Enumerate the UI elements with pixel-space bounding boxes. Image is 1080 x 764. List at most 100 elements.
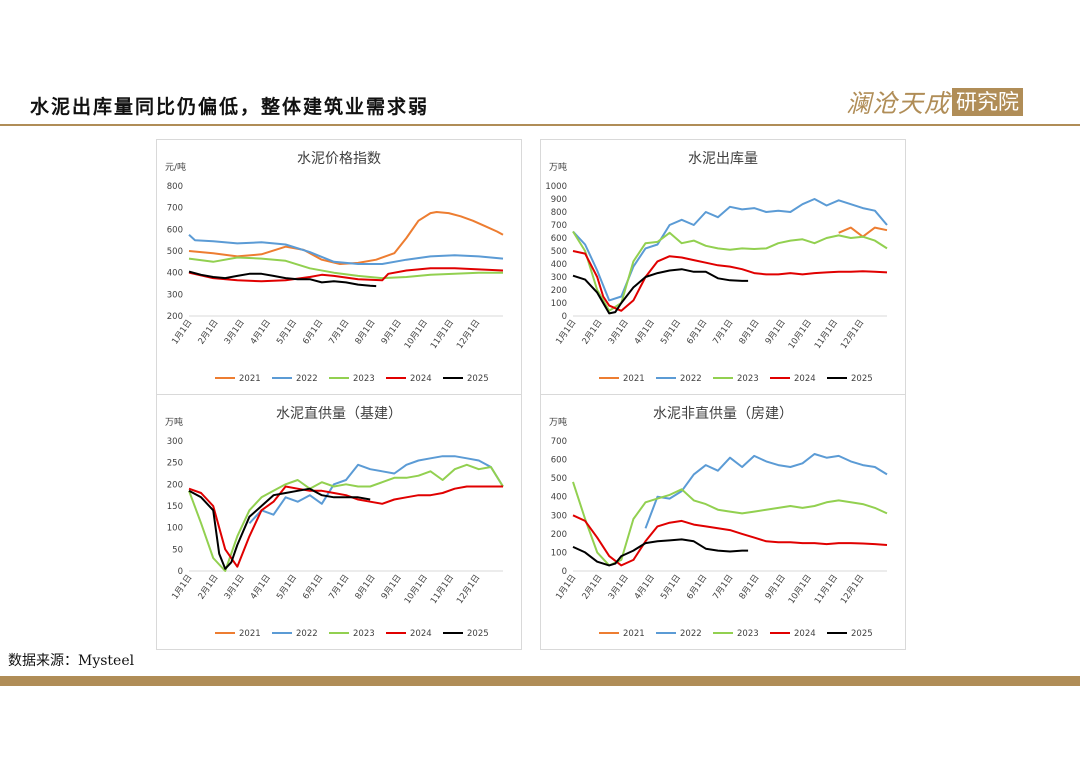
- series-line-2023: [188, 256, 503, 280]
- y-tick-label: 100: [551, 299, 567, 309]
- x-tick-label: 8月1日: [353, 573, 377, 602]
- x-tick-label: 11月1日: [429, 318, 456, 351]
- y-tick-label: 700: [167, 204, 183, 214]
- chart-title: 水泥出库量: [688, 151, 758, 167]
- legend-label: 2021: [623, 374, 645, 384]
- page-title: 水泥出库量同比仍偏低，整体建筑业需求弱: [30, 96, 430, 118]
- legend-label: 2023: [737, 629, 759, 639]
- x-tick-label: 12月1日: [455, 318, 482, 351]
- y-tick-label: 500: [551, 247, 567, 257]
- x-tick-label: 8月1日: [737, 573, 761, 602]
- chart-svg: 0 100 200 300 400 500 600 700 1月1日 2月1日 3月1日 4月1日 5月…: [551, 437, 888, 639]
- y-tick-label: 300: [167, 290, 183, 300]
- legend-label: 2025: [467, 629, 489, 639]
- chart-svg: 0 100 200 300 400 500 600 700 800 900 1000 1月1日 2月1日…: [545, 182, 888, 384]
- y-tick-label: 800: [167, 182, 183, 192]
- x-tick-label: 4月1日: [633, 318, 657, 347]
- series-line-2023: [572, 230, 888, 312]
- x-tick-label: 11月1日: [429, 573, 456, 606]
- series-line-2024: [188, 267, 504, 283]
- series-line-2023: [188, 463, 504, 572]
- y-tick-label: 200: [167, 480, 183, 490]
- series-line-2023: [572, 481, 888, 567]
- y-tick-label: 0: [562, 567, 567, 577]
- x-tick-label: 8月1日: [737, 318, 761, 347]
- x-tick-label: 5月1日: [659, 318, 683, 347]
- y-tick-label: 700: [551, 221, 567, 231]
- y-tick-label: 400: [551, 260, 567, 270]
- x-tick-label: 5月1日: [659, 573, 683, 602]
- y-tick-label: 300: [551, 273, 567, 283]
- series-line-2022: [248, 455, 504, 524]
- series-line-2025: [572, 268, 749, 315]
- y-tick-label: 800: [551, 208, 567, 218]
- x-tick-label: 5月1日: [275, 573, 299, 602]
- y-tick-label: 0: [562, 312, 567, 322]
- logo-box: 研究院: [952, 88, 1024, 116]
- x-tick-label: 10月1日: [787, 573, 814, 606]
- x-tick-label: 7月1日: [327, 318, 351, 347]
- x-tick-label: 1月1日: [170, 573, 194, 602]
- y-tick-label: 50: [172, 545, 183, 555]
- chart-title: 水泥非直供量（房建）: [653, 406, 793, 422]
- legend-label: 2021: [239, 629, 261, 639]
- x-tick-label: 7月1日: [711, 318, 735, 347]
- series-line-2022: [644, 453, 888, 529]
- x-tick-label: 3月1日: [607, 318, 631, 347]
- series-line-2024: [572, 514, 888, 567]
- y-tick-label: 1000: [545, 182, 567, 192]
- x-tick-label: 12月1日: [839, 573, 866, 606]
- chart-svg: 0 50 100 150 200 250 300 1月1日 2月1日 3月1日 4月1日 5月1日 6月…: [167, 437, 504, 639]
- legend-label: 2024: [794, 629, 816, 639]
- y-tick-label: 200: [551, 286, 567, 296]
- x-tick-label: 3月1日: [607, 573, 631, 602]
- chart-panel-nondirect: 0 100 200 300 400 500 600 700 1月1日 2月1日 3月1日 4月1日 5月…: [540, 394, 906, 650]
- x-tick-label: 3月1日: [223, 318, 247, 347]
- x-tick-label: 6月1日: [685, 318, 709, 347]
- series-line-2025: [572, 538, 749, 567]
- series-line-2021: [838, 226, 888, 238]
- title-rule: [0, 124, 1080, 126]
- x-tick-label: 7月1日: [327, 573, 351, 602]
- y-tick-label: 600: [551, 234, 567, 244]
- legend-label: 2021: [623, 629, 645, 639]
- legend-label: 2025: [467, 374, 489, 384]
- series-line-2025: [188, 487, 371, 570]
- legend-label: 2023: [737, 374, 759, 384]
- x-tick-label: 6月1日: [301, 318, 325, 347]
- y-tick-label: 300: [167, 437, 183, 447]
- series-line-2022: [188, 234, 504, 265]
- legend-label: 2024: [794, 374, 816, 384]
- y-tick-label: 600: [167, 225, 183, 235]
- x-tick-label: 12月1日: [455, 573, 482, 606]
- y-tick-label: 150: [167, 502, 183, 512]
- x-tick-label: 2月1日: [580, 573, 604, 602]
- legend-label: 2022: [680, 374, 702, 384]
- y-tick-label: 300: [551, 511, 567, 521]
- x-tick-label: 11月1日: [813, 318, 840, 351]
- y-tick-label: 100: [167, 524, 183, 534]
- data-source: 数据来源：Mysteel: [8, 653, 135, 669]
- x-tick-label: 9月1日: [380, 573, 404, 602]
- x-tick-label: 6月1日: [685, 573, 709, 602]
- x-tick-label: 4月1日: [249, 573, 273, 602]
- brand-logo: 澜沧天成 研究院: [846, 87, 1024, 118]
- x-tick-label: 7月1日: [711, 573, 735, 602]
- legend-label: 2022: [296, 629, 318, 639]
- x-tick-label: 1月1日: [554, 318, 578, 347]
- x-tick-label: 2月1日: [196, 573, 220, 602]
- x-tick-label: 2月1日: [580, 318, 604, 347]
- bottom-bar: [0, 676, 1080, 686]
- y-tick-label: 400: [167, 269, 183, 279]
- x-tick-label: 10月1日: [787, 318, 814, 351]
- x-tick-label: 9月1日: [380, 318, 404, 347]
- y-unit-label: 万吨: [549, 418, 568, 428]
- x-tick-label: 3月1日: [223, 573, 247, 602]
- x-tick-label: 4月1日: [249, 318, 273, 347]
- x-tick-label: 9月1日: [764, 318, 788, 347]
- y-unit-label: 万吨: [549, 163, 568, 173]
- x-tick-label: 10月1日: [403, 318, 430, 351]
- x-tick-label: 1月1日: [170, 318, 194, 347]
- y-tick-label: 600: [551, 456, 567, 466]
- x-tick-label: 2月1日: [196, 318, 220, 347]
